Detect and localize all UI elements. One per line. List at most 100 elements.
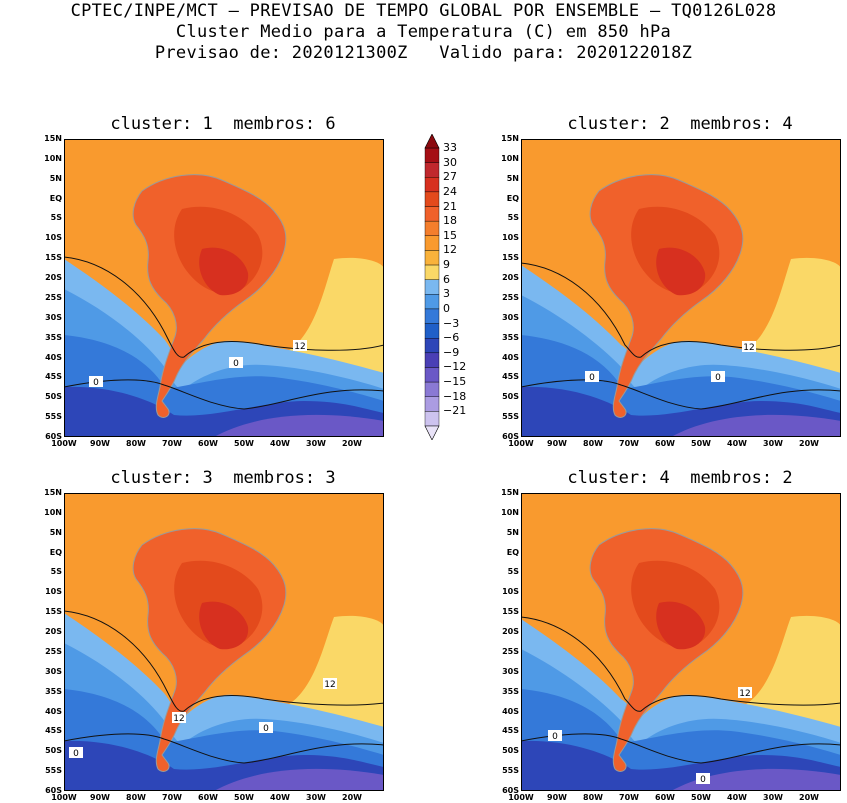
svg-text:0: 0 [263,724,269,734]
contour-label: 12 [742,341,756,353]
colorbar-swatch [424,323,440,339]
latitude-tick-label: 45S [45,372,62,382]
contour-label: 12 [172,712,186,724]
longitude-tick-label: 70W [619,439,639,448]
colorbar-swatch [424,250,440,266]
colorbar-swatch [424,235,440,251]
longitude-tick-label: 100W [508,439,534,448]
latitude-tick-label: 10N [44,507,62,517]
longitude-tick-label: 60W [198,793,218,802]
latitude-tick-label: 5N [506,173,519,183]
svg-text:0: 0 [233,359,239,369]
latitude-tick-label: 5S [50,213,62,223]
temperature-field: 12 0 0 [520,493,842,791]
colorbar-tick-label: 21 [443,199,457,213]
latitude-tick-label: 35S [502,332,519,342]
colorbar-tick-label: −21 [443,404,467,418]
map-frame [521,139,841,437]
latitude-tick-label: 50S [45,746,62,756]
temperature-band [656,247,706,296]
temperature-band [199,601,249,650]
latitude-tick-label: 55S [502,412,519,422]
contour-0 [63,733,385,764]
longitude-tick-label: 90W [90,793,110,802]
map-frame [64,493,384,791]
longitude-tick-label: 80W [583,439,603,448]
latitude-tick-label: 15S [502,607,519,617]
contour-label: 0 [89,376,103,388]
header-title-line3: Previsao de: 2020121300Z Valido para: 20… [154,43,693,63]
latitude-tick-label: 25S [45,646,62,656]
longitude-tick-label: 90W [547,439,567,448]
latitude-tick-label: EQ [506,547,519,557]
latitude-tick-label: 35S [502,686,519,696]
longitude-tick-label: 30W [763,793,783,802]
colorbar-swatch [424,279,440,295]
colorbar-tick-label: 15 [443,228,457,242]
longitude-tick-label: 50W [691,439,711,448]
latitude-tick-label: 15N [501,134,519,143]
svg-text:12: 12 [743,343,754,353]
latitude-tick-label: 55S [45,766,62,776]
longitude-tick-label: 100W [508,793,534,802]
latitude-tick-label: 35S [45,332,62,342]
panel-title-3: cluster: 3 membros: 3 [110,468,336,488]
latitude-tick-label: 20S [502,627,519,637]
latitude-tick-label: 10N [44,153,62,163]
contour-0 [63,379,385,410]
latitude-tick-label: 45S [45,726,62,736]
latitude-tick-label: 5S [507,567,519,577]
longitude-tick-label: 90W [90,439,110,448]
colorbar-swatch [424,411,440,427]
contour-label: 12 [323,678,337,690]
colorbar-tick-label: 0 [443,301,450,315]
latitude-tick-label: 45S [502,372,519,382]
longitude-tick-label: 60W [655,793,675,802]
latitude-tick-label: 10N [501,507,519,517]
map-frame [64,139,384,437]
colorbar-tick-label: −18 [443,389,467,403]
longitude-tick-label: 80W [583,793,603,802]
contour-label: 12 [293,340,307,352]
panel-title-2: cluster: 2 membros: 4 [567,114,793,134]
latitude-tick-label: EQ [506,193,519,203]
latitude-tick-label: 5N [49,527,62,537]
latitude-tick-label: 30S [502,312,519,322]
longitude-tick-label: 100W [51,793,77,802]
colorbar-tick-label: 24 [443,184,457,198]
contour-label: 12 [738,687,752,699]
colorbar-tick-label: −12 [443,360,467,374]
colorbar-tick-label: 6 [443,272,450,286]
colorbar-swatch [424,191,440,207]
contour-12 [520,262,842,358]
temperature-band [199,247,249,296]
temperature-band [214,414,384,437]
colorbar-swatch [424,220,440,236]
latitude-tick-label: 40S [502,706,519,716]
latitude-tick-label: 45S [502,726,519,736]
colorbar-swatch [424,147,440,163]
panel-title-1: cluster: 1 membros: 6 [110,114,336,134]
longitude-tick-label: 50W [691,793,711,802]
contour-label: 0 [229,357,243,369]
svg-text:12: 12 [739,689,750,699]
svg-text:0: 0 [552,732,558,742]
latitude-tick-label: 15S [502,253,519,263]
svg-text:0: 0 [715,373,721,383]
contour-label: 0 [69,747,83,759]
longitude-tick-label: 20W [799,439,819,448]
colorbar-swatch [424,294,440,310]
map-panel-3: 12 12 0 0 [63,493,385,791]
colorbar-tick-label: −6 [443,331,460,345]
longitude-tick-label: 40W [270,439,290,448]
contour-label: 0 [259,722,273,734]
latitude-tick-label: 60S [502,786,519,795]
svg-text:12: 12 [324,680,335,690]
latitude-tick-label: 25S [502,292,519,302]
colorbar-tick-label: 33 [443,141,457,154]
longitude-tick-label: 30W [306,793,326,802]
latitude-tick-label: 15N [44,134,62,143]
latitude-tick-label: 10S [502,587,519,597]
panel-title-4: cluster: 4 membros: 2 [567,468,793,488]
longitude-tick-label: 40W [727,439,747,448]
